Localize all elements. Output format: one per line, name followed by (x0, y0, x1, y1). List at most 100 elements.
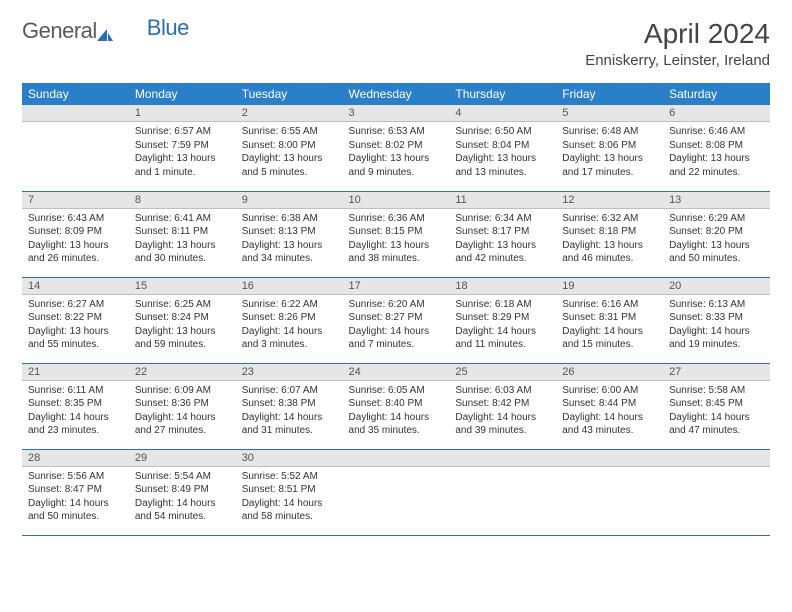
calendar-cell: 20Sunrise: 6:13 AMSunset: 8:33 PMDayligh… (663, 277, 770, 363)
calendar-cell: 28Sunrise: 5:56 AMSunset: 8:47 PMDayligh… (22, 449, 129, 535)
calendar-cell (449, 449, 556, 535)
day-detail-line: and 54 minutes. (135, 510, 230, 524)
day-details: Sunrise: 6:50 AMSunset: 8:04 PMDaylight:… (449, 122, 556, 183)
day-detail-line: Daylight: 14 hours (562, 411, 657, 425)
logo-text-general: General (22, 18, 97, 44)
day-detail-line: Daylight: 13 hours (135, 325, 230, 339)
day-detail-line: Sunset: 8:26 PM (242, 311, 337, 325)
day-detail-line: Daylight: 13 hours (242, 152, 337, 166)
day-detail-line: Sunrise: 6:07 AM (242, 384, 337, 398)
day-number (556, 450, 663, 467)
day-detail-line: Daylight: 14 hours (28, 411, 123, 425)
day-detail-line: and 50 minutes. (669, 252, 764, 266)
day-detail-line: and 13 minutes. (455, 166, 550, 180)
calendar-cell: 8Sunrise: 6:41 AMSunset: 8:11 PMDaylight… (129, 191, 236, 277)
calendar-cell: 13Sunrise: 6:29 AMSunset: 8:20 PMDayligh… (663, 191, 770, 277)
day-detail-line: and 11 minutes. (455, 338, 550, 352)
day-number: 24 (343, 364, 450, 381)
calendar-cell: 26Sunrise: 6:00 AMSunset: 8:44 PMDayligh… (556, 363, 663, 449)
day-number: 11 (449, 192, 556, 209)
day-detail-line: Daylight: 14 hours (135, 497, 230, 511)
day-number: 1 (129, 105, 236, 122)
day-detail-line: Sunrise: 6:20 AM (349, 298, 444, 312)
day-detail-line: and 7 minutes. (349, 338, 444, 352)
day-detail-line: and 22 minutes. (669, 166, 764, 180)
day-number: 2 (236, 105, 343, 122)
day-details (22, 122, 129, 172)
day-detail-line: Daylight: 13 hours (562, 152, 657, 166)
day-detail-line: and 23 minutes. (28, 424, 123, 438)
day-number: 30 (236, 450, 343, 467)
calendar-cell: 16Sunrise: 6:22 AMSunset: 8:26 PMDayligh… (236, 277, 343, 363)
day-details: Sunrise: 5:54 AMSunset: 8:49 PMDaylight:… (129, 467, 236, 528)
calendar-cell: 9Sunrise: 6:38 AMSunset: 8:13 PMDaylight… (236, 191, 343, 277)
day-details: Sunrise: 6:32 AMSunset: 8:18 PMDaylight:… (556, 209, 663, 270)
day-detail-line: Daylight: 14 hours (242, 325, 337, 339)
day-detail-line: Sunrise: 6:32 AM (562, 212, 657, 226)
day-detail-line: Daylight: 14 hours (455, 325, 550, 339)
calendar-cell: 11Sunrise: 6:34 AMSunset: 8:17 PMDayligh… (449, 191, 556, 277)
calendar-cell: 4Sunrise: 6:50 AMSunset: 8:04 PMDaylight… (449, 105, 556, 191)
day-detail-line: and 46 minutes. (562, 252, 657, 266)
day-detail-line: Daylight: 13 hours (28, 239, 123, 253)
day-details: Sunrise: 6:16 AMSunset: 8:31 PMDaylight:… (556, 295, 663, 356)
calendar-cell: 10Sunrise: 6:36 AMSunset: 8:15 PMDayligh… (343, 191, 450, 277)
calendar-cell: 18Sunrise: 6:18 AMSunset: 8:29 PMDayligh… (449, 277, 556, 363)
day-detail-line: Sunset: 8:00 PM (242, 139, 337, 153)
day-detail-line: Sunset: 8:22 PM (28, 311, 123, 325)
day-detail-line: Sunset: 8:40 PM (349, 397, 444, 411)
day-details (663, 467, 770, 517)
day-detail-line: Sunset: 8:18 PM (562, 225, 657, 239)
day-details: Sunrise: 6:43 AMSunset: 8:09 PMDaylight:… (22, 209, 129, 270)
weekday-header: Wednesday (343, 83, 450, 105)
day-details: Sunrise: 6:41 AMSunset: 8:11 PMDaylight:… (129, 209, 236, 270)
day-detail-line: Sunrise: 6:34 AM (455, 212, 550, 226)
day-detail-line: Sunrise: 6:11 AM (28, 384, 123, 398)
day-detail-line: Sunrise: 6:46 AM (669, 125, 764, 139)
day-detail-line: Sunset: 8:06 PM (562, 139, 657, 153)
day-detail-line: Sunset: 8:38 PM (242, 397, 337, 411)
brand-logo: General Blue (22, 18, 189, 44)
day-detail-line: Sunrise: 5:56 AM (28, 470, 123, 484)
day-details: Sunrise: 6:53 AMSunset: 8:02 PMDaylight:… (343, 122, 450, 183)
calendar-cell: 19Sunrise: 6:16 AMSunset: 8:31 PMDayligh… (556, 277, 663, 363)
day-number: 29 (129, 450, 236, 467)
day-details: Sunrise: 6:18 AMSunset: 8:29 PMDaylight:… (449, 295, 556, 356)
calendar-cell (343, 449, 450, 535)
day-number: 10 (343, 192, 450, 209)
day-detail-line: Daylight: 13 hours (242, 239, 337, 253)
day-detail-line: Sunrise: 6:16 AM (562, 298, 657, 312)
day-details: Sunrise: 5:56 AMSunset: 8:47 PMDaylight:… (22, 467, 129, 528)
day-number: 27 (663, 364, 770, 381)
day-detail-line: Sunset: 8:11 PM (135, 225, 230, 239)
calendar-cell: 21Sunrise: 6:11 AMSunset: 8:35 PMDayligh… (22, 363, 129, 449)
day-detail-line: Sunset: 8:36 PM (135, 397, 230, 411)
day-detail-line: Daylight: 13 hours (28, 325, 123, 339)
day-detail-line: Daylight: 14 hours (669, 411, 764, 425)
calendar-cell: 12Sunrise: 6:32 AMSunset: 8:18 PMDayligh… (556, 191, 663, 277)
day-details: Sunrise: 6:00 AMSunset: 8:44 PMDaylight:… (556, 381, 663, 442)
day-detail-line: and 42 minutes. (455, 252, 550, 266)
day-detail-line: Daylight: 14 hours (28, 497, 123, 511)
day-details: Sunrise: 6:22 AMSunset: 8:26 PMDaylight:… (236, 295, 343, 356)
day-number: 28 (22, 450, 129, 467)
day-detail-line: Sunset: 8:09 PM (28, 225, 123, 239)
day-detail-line: and 47 minutes. (669, 424, 764, 438)
day-details: Sunrise: 6:27 AMSunset: 8:22 PMDaylight:… (22, 295, 129, 356)
day-detail-line: Sunset: 8:49 PM (135, 483, 230, 497)
day-detail-line: Daylight: 13 hours (455, 239, 550, 253)
day-detail-line: Sunrise: 6:22 AM (242, 298, 337, 312)
weekday-header: Tuesday (236, 83, 343, 105)
day-details: Sunrise: 6:38 AMSunset: 8:13 PMDaylight:… (236, 209, 343, 270)
day-detail-line: Sunrise: 6:48 AM (562, 125, 657, 139)
day-detail-line: Sunrise: 6:09 AM (135, 384, 230, 398)
day-detail-line: Sunrise: 6:03 AM (455, 384, 550, 398)
day-details: Sunrise: 6:20 AMSunset: 8:27 PMDaylight:… (343, 295, 450, 356)
day-details: Sunrise: 6:36 AMSunset: 8:15 PMDaylight:… (343, 209, 450, 270)
day-details: Sunrise: 5:52 AMSunset: 8:51 PMDaylight:… (236, 467, 343, 528)
calendar-cell: 6Sunrise: 6:46 AMSunset: 8:08 PMDaylight… (663, 105, 770, 191)
day-number: 20 (663, 278, 770, 295)
day-detail-line: Daylight: 13 hours (349, 152, 444, 166)
day-details: Sunrise: 5:58 AMSunset: 8:45 PMDaylight:… (663, 381, 770, 442)
day-detail-line: Daylight: 14 hours (455, 411, 550, 425)
